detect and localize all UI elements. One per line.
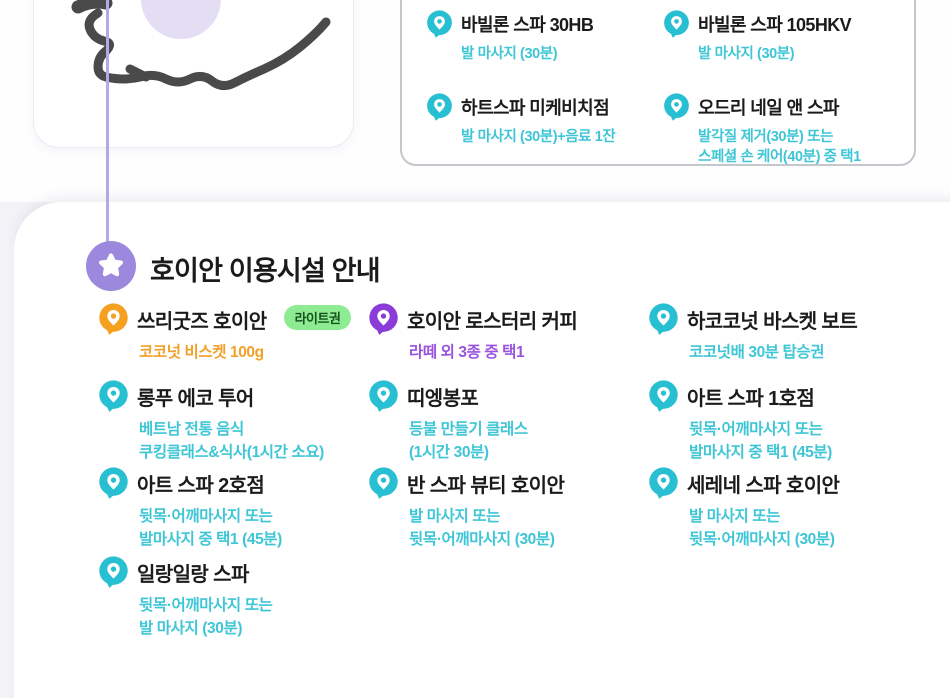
box-item-title: 바빌론 스파 105HKV: [698, 15, 852, 36]
location-pin-icon: [664, 93, 689, 121]
facility-desc: 라떼 외 3종 중 택1: [409, 342, 577, 365]
star-icon: [98, 253, 124, 277]
facility-desc: 코코넛배 30분 탑승권: [689, 342, 857, 365]
facility-desc-line: 뒷목·어깨마사지 (30분): [689, 530, 835, 548]
facility-title: 일랑일랑 스파: [137, 563, 249, 586]
box-item-title: 오드리 네일 앤 스파: [698, 98, 839, 119]
facility-desc-line: 쿠킹클래스&식사(1시간 소요): [139, 443, 324, 461]
facility-desc-line: (1시간 30분): [409, 443, 489, 461]
facility-title: 띠엥봉포: [407, 387, 479, 410]
facility-desc-line: 라떼 외 3종 중 택1: [409, 343, 525, 361]
facility-title: 롱푸 에코 투어: [137, 387, 254, 410]
box-item-desc-line: 스페셜 손 케어(40분) 중 택1: [698, 149, 861, 166]
illustration-card: [33, 0, 354, 148]
box-item: 바빌론 스파 105HKV 발 마사지 (30분): [663, 10, 904, 64]
box-item-title: 하트스파 미케비치점: [461, 98, 610, 119]
facility-desc-line: 코코넛 비스켓 100g: [139, 343, 264, 361]
spa-info-box: 바빌론 스파 30HB 발 마사지 (30분) 바빌론 스파 105HKV 발 마사지…: [400, 0, 916, 166]
facility-desc-line: 코코넛배 30분 탑승권: [689, 343, 825, 361]
location-pin-icon: [369, 380, 398, 412]
location-pin-icon: [369, 467, 398, 499]
location-pin-icon: [664, 10, 689, 38]
location-pin-icon: [649, 303, 678, 335]
map-sketch-icon: [71, 0, 331, 91]
facility-desc: 코코넛 비스켓 100g: [139, 342, 351, 365]
location-pin-icon: [649, 380, 678, 412]
location-pin-icon: [99, 303, 128, 335]
facility-title: 아트 스파 2호점: [137, 474, 265, 497]
facility-title: 쓰리굿즈 호이안: [137, 310, 267, 333]
box-item-desc-line: 발 마사지 (30분): [698, 45, 795, 62]
box-item-desc: 발 마사지 (30분)+음료 1잔: [461, 127, 663, 148]
facility-desc-line: 등불 만들기 클래스: [409, 420, 528, 438]
lower-section-panel: [14, 202, 950, 698]
box-item-desc: 발 마사지 (30분): [698, 44, 904, 65]
facility-desc-line: 뒷목·어깨마사지 (30분): [409, 530, 555, 548]
connector-line: [106, 0, 109, 248]
facility-title: 반 스파 뷰티 호이안: [407, 474, 565, 497]
facility-title: 세레네 스파 호이안: [687, 474, 840, 497]
location-pin-icon: [99, 467, 128, 499]
box-item-desc-line: 발 마사지 (30분): [461, 45, 558, 62]
facility-desc-line: 뒷목·어깨마사지 또는: [139, 507, 273, 525]
facility-desc: 등불 만들기 클래스 (1시간 30분): [409, 419, 528, 465]
box-item-title: 바빌론 스파 30HB: [461, 15, 594, 36]
box-item-desc: 발 마사지 (30분): [461, 44, 663, 65]
facility-desc-line: 뒷목·어깨마사지 또는: [139, 596, 273, 614]
box-item: 바빌론 스파 30HB 발 마사지 (30분): [426, 10, 663, 64]
facility-desc-line: 발마사지 중 택1 (45분): [689, 443, 832, 461]
facility-desc-line: 뒷목·어깨마사지 또는: [689, 420, 823, 438]
location-pin-icon: [99, 556, 128, 588]
location-pin-icon: [427, 10, 452, 38]
section-title: 호이안 이용시설 안내: [150, 256, 381, 286]
box-item-desc-line: 발 마사지 (30분)+음료 1잔: [461, 128, 616, 145]
location-pin-icon: [427, 93, 452, 121]
facility-desc-line: 베트남 전통 음식: [139, 420, 244, 438]
facility-desc-line: 발 마사지 또는: [689, 507, 780, 525]
facility-title: 호이안 로스터리 커피: [407, 310, 578, 333]
facility-title: 하코코넛 바스켓 보트: [687, 310, 858, 333]
location-pin-icon: [649, 467, 678, 499]
section-star-icon: [86, 241, 136, 291]
facility-desc-line: 발 마사지 (30분): [139, 619, 243, 637]
facility-badge: 라이트권: [283, 304, 352, 330]
box-item-desc-line: 발각질 제거(30분) 또는: [698, 128, 833, 145]
facility-desc-line: 발마사지 중 택1 (45분): [139, 530, 282, 548]
facility-title: 아트 스파 1호점: [687, 387, 815, 410]
location-pin-icon: [99, 380, 128, 412]
facility-desc-line: 발 마사지 또는: [409, 507, 500, 525]
location-pin-icon: [369, 303, 398, 335]
